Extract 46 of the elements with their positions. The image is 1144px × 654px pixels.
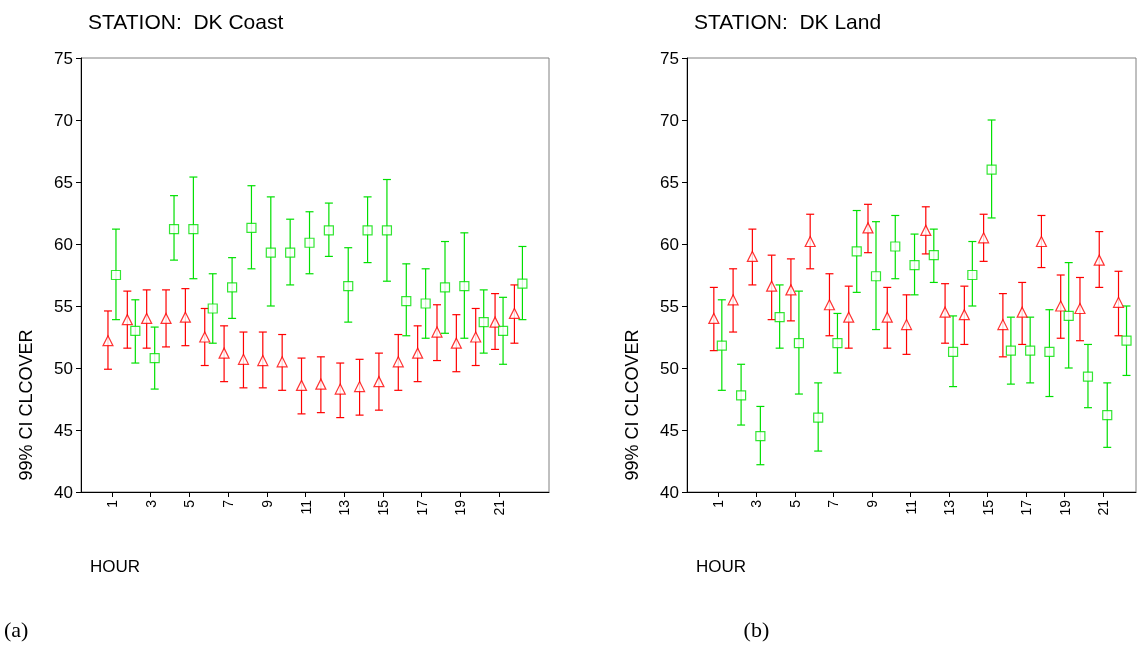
- x-tick-label: 7: [825, 499, 842, 508]
- x-tick-label: 11: [902, 499, 919, 515]
- x-tick-label: 7: [220, 499, 237, 508]
- y-tick-label: 45: [54, 420, 73, 440]
- x-axis-title: HOUR: [90, 557, 141, 576]
- x-axis-title: HOUR: [696, 557, 747, 576]
- x-tick-label: 9: [864, 499, 880, 508]
- y-axis-title: 99% CI CLCOVER: [16, 329, 36, 481]
- x-tick-label: 19: [1056, 499, 1073, 516]
- text: (a): [4, 616, 29, 642]
- x-tick-label: 21: [1095, 499, 1112, 516]
- x-tick-label: 5: [786, 499, 803, 508]
- y-tick-label: 50: [660, 358, 679, 378]
- y-tick-label: 40: [660, 482, 679, 502]
- y-tick-label: 55: [660, 296, 679, 316]
- chart-title: STATION: DK Land: [694, 10, 882, 33]
- x-tick-label: 15: [979, 499, 996, 516]
- y-tick-label: 55: [54, 296, 73, 316]
- text: (b): [743, 616, 770, 642]
- y-tick-label: 50: [54, 358, 73, 378]
- x-tick-label: 17: [413, 499, 430, 516]
- y-tick-label: 45: [660, 420, 679, 440]
- y-axis-title: 99% CI CLCOVER: [622, 329, 642, 481]
- y-tick-label: 65: [660, 172, 679, 192]
- x-tick-label: 15: [374, 499, 391, 516]
- x-tick-label: 19: [452, 499, 469, 516]
- x-tick-label: 21: [491, 499, 508, 516]
- y-tick-label: 70: [54, 110, 73, 130]
- chart-title: STATION: DK Coast: [88, 10, 284, 33]
- x-tick-label: 13: [941, 499, 958, 516]
- y-tick-label: 65: [54, 172, 73, 192]
- y-tick-label: 75: [54, 48, 73, 68]
- y-tick-label: 60: [54, 234, 73, 254]
- y-tick-label: 70: [660, 110, 679, 130]
- x-tick-label: 1: [103, 499, 120, 508]
- x-tick-label: 5: [181, 499, 198, 508]
- y-tick-label: 75: [660, 48, 679, 68]
- y-tick-label: 40: [54, 482, 73, 502]
- x-tick-label: 11: [297, 499, 314, 515]
- x-tick-label: 13: [336, 499, 353, 516]
- x-tick-label: 9: [258, 499, 275, 508]
- x-tick-label: 3: [748, 499, 765, 508]
- y-tick-label: 60: [660, 234, 679, 254]
- x-tick-label: 1: [709, 499, 726, 508]
- x-tick-label: 3: [142, 499, 159, 508]
- x-tick-label: 17: [1018, 499, 1035, 516]
